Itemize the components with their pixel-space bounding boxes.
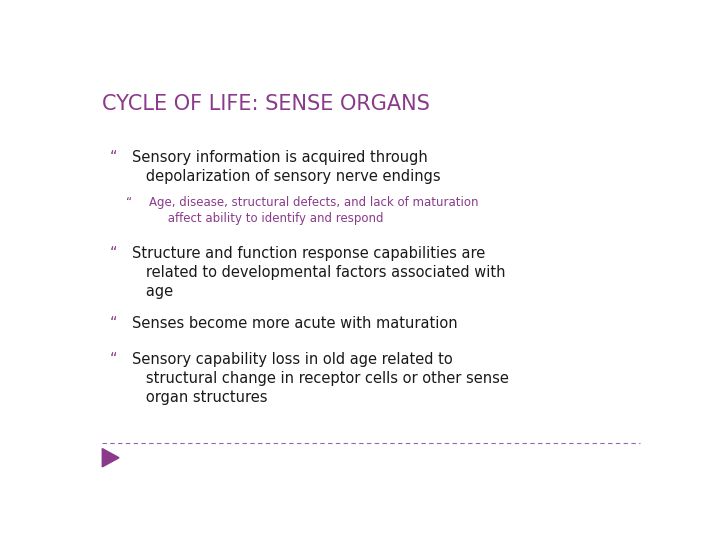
Text: CYCLE OF LIFE: SENSE ORGANS: CYCLE OF LIFE: SENSE ORGANS [102,94,430,114]
Text: Structure and function response capabilities are
   related to developmental fac: Structure and function response capabili… [132,246,505,299]
Text: “: “ [109,316,117,332]
Text: “: “ [109,246,117,261]
Text: “: “ [109,150,117,165]
Text: “: “ [109,352,117,367]
Text: Sensory capability loss in old age related to
   structural change in receptor c: Sensory capability loss in old age relat… [132,352,509,405]
Text: Age, disease, structural defects, and lack of maturation
     affect ability to : Age, disease, structural defects, and la… [148,196,478,225]
Polygon shape [102,449,119,467]
Text: Sensory information is acquired through
   depolarization of sensory nerve endin: Sensory information is acquired through … [132,150,441,184]
Text: “: “ [126,196,132,209]
Text: Senses become more acute with maturation: Senses become more acute with maturation [132,316,457,332]
